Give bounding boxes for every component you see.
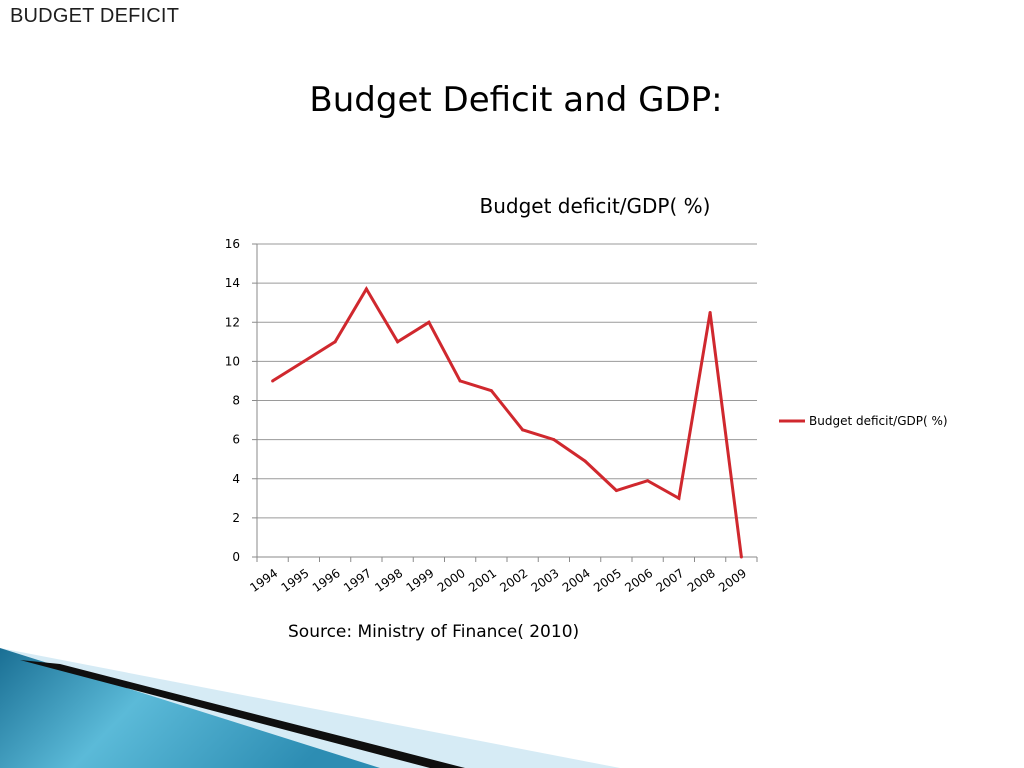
y-tick-label: 16 (225, 237, 240, 251)
data-point (708, 310, 712, 314)
x-tick-label: 2009 (716, 566, 749, 595)
data-point (271, 379, 275, 383)
x-tick-label: 2008 (685, 566, 718, 595)
x-tick-label: 1999 (404, 566, 437, 595)
y-tick-label: 4 (232, 472, 240, 486)
legend-label: Budget deficit/GDP( %) (809, 414, 948, 428)
data-point (583, 459, 587, 463)
series-line (271, 286, 743, 558)
data-point (614, 488, 618, 492)
section-header: BUDGET DEFICIT (10, 5, 180, 27)
x-tick-label: 1995 (279, 566, 312, 595)
y-tick-label: 6 (232, 433, 240, 447)
x-tick-label: 1997 (341, 566, 374, 595)
x-tick-label: 1998 (372, 566, 405, 595)
data-point (396, 340, 400, 344)
x-tick-label: 2005 (591, 566, 624, 595)
slide-title: Budget Deficit and GDP: (309, 80, 723, 120)
y-tick-label: 2 (232, 511, 240, 525)
data-point (427, 320, 431, 324)
data-point (489, 389, 493, 393)
y-tick-label: 8 (232, 394, 240, 408)
x-tick-label: 2004 (560, 566, 593, 595)
y-tick-label: 14 (225, 276, 240, 290)
x-tick-label: 2006 (622, 566, 655, 595)
x-tick-label: 2003 (529, 566, 562, 595)
chart-title: Budget deficit/GDP( %) (480, 194, 711, 218)
data-point (646, 479, 650, 483)
data-point (364, 287, 368, 291)
data-point (458, 379, 462, 383)
x-tick-label: 2001 (466, 566, 499, 595)
data-point (552, 438, 556, 442)
data-point (521, 428, 525, 432)
x-tick-label: 2007 (654, 566, 687, 595)
x-tick-label: 1994 (247, 566, 280, 595)
data-point (677, 496, 681, 500)
data-point (302, 359, 306, 363)
x-tick-label: 2000 (435, 566, 468, 595)
y-tick-label: 12 (225, 315, 240, 329)
x-tick-label: 2002 (497, 566, 530, 595)
y-tick-label: 10 (225, 354, 240, 368)
data-point (333, 340, 337, 344)
y-tick-label: 0 (232, 550, 240, 564)
source-note: Source: Ministry of Finance( 2010) (288, 622, 580, 642)
data-point (739, 555, 743, 559)
x-tick-label: 1996 (310, 566, 343, 595)
